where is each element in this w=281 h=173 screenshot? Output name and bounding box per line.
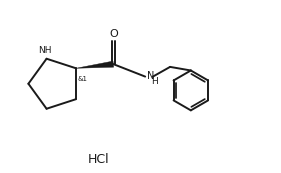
Text: &1: &1 [77, 76, 87, 82]
Text: H: H [151, 77, 158, 86]
Text: N: N [147, 71, 154, 81]
Polygon shape [76, 61, 114, 68]
Text: O: O [109, 29, 118, 39]
Text: NH: NH [38, 46, 52, 55]
Text: HCl: HCl [88, 153, 110, 166]
